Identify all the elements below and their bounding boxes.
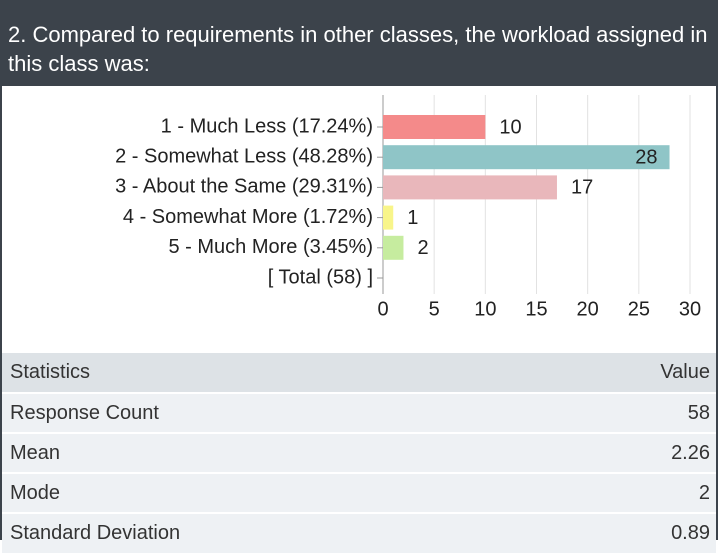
table-cell: 2.26	[532, 432, 716, 473]
bar	[383, 115, 486, 139]
header-cell: Value	[532, 353, 716, 393]
bar	[383, 205, 394, 230]
y-tick-label: 1 - Much Less (17.24%)	[161, 115, 373, 137]
bar	[383, 145, 670, 170]
bar	[383, 175, 557, 200]
data-label: 2	[417, 237, 428, 259]
x-tick-label: 10	[474, 298, 496, 320]
y-tick-label: 4 - Somewhat More (1.72%)	[123, 206, 373, 228]
table-cell: 58	[532, 392, 716, 433]
bar	[383, 235, 404, 260]
table-row: Standard Deviation 0.89	[2, 512, 716, 553]
table-row: Mean 2.26	[2, 432, 716, 473]
table-cell: Response Count	[2, 392, 533, 433]
table-row: Response Count 58	[2, 392, 716, 433]
y-tick-label: 3 - About the Same (29.31%)	[115, 176, 373, 198]
x-tick-label: 0	[377, 298, 388, 320]
table-row: Mode 2	[2, 472, 716, 513]
table-cell: 2	[532, 472, 716, 513]
stats-table: Statistics Value Response Count 58 Mean 2.2…	[2, 353, 716, 553]
table-cell: Mode	[2, 472, 533, 513]
header-cell: Statistics	[2, 353, 533, 393]
x-tick-label: 15	[525, 298, 547, 320]
x-tick-label: 25	[628, 298, 650, 320]
y-tick-label: 5 - Much More (3.45%)	[168, 236, 373, 258]
data-label: 28	[635, 146, 657, 168]
table-cell: 0.89	[532, 512, 716, 553]
y-tick-label: [ Total (58) ]	[268, 266, 373, 288]
question-title: 2. Compared to requirements in other cla…	[0, 0, 718, 86]
table-cell: Standard Deviation	[2, 512, 533, 553]
chart: 0 5 10 15 20 25 30 1 - Much Less (17.24%) 10 2 - …	[115, 95, 701, 320]
x-tick-label: 5	[429, 298, 440, 320]
table-header: Statistics Value	[2, 353, 716, 393]
x-tick-label: 20	[577, 298, 599, 320]
x-tick-label: 30	[679, 298, 701, 320]
data-label: 10	[499, 116, 521, 138]
data-label: 1	[407, 207, 418, 229]
data-label: 17	[571, 177, 593, 199]
table-cell: Mean	[2, 432, 533, 473]
y-tick-label: 2 - Somewhat Less (48.28%)	[115, 145, 373, 167]
